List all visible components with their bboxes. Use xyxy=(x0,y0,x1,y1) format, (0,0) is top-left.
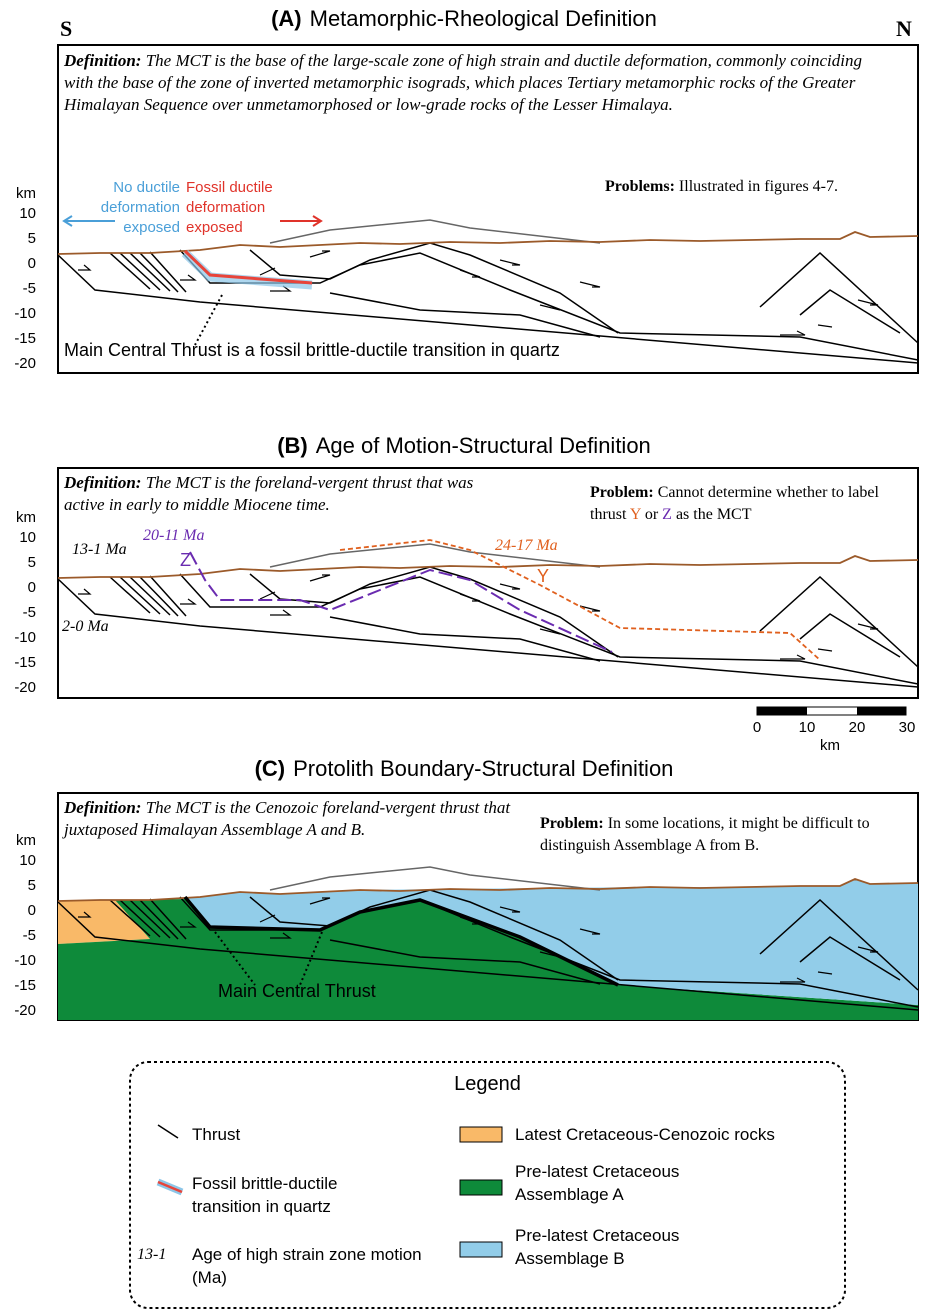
problem-z: Z xyxy=(662,506,672,523)
y-tick-label: 5 xyxy=(0,554,36,571)
panel-letter: (B) xyxy=(277,433,308,458)
panel-title: (C) Protolith Boundary-Structural Definit… xyxy=(0,756,928,782)
y-tick-label: 0 xyxy=(0,902,36,919)
legend-swatch xyxy=(460,1180,502,1195)
legend-swatch xyxy=(460,1127,502,1142)
definition-label: Definition: xyxy=(64,798,141,817)
figure: (A)Metamorphic-Rheological Definition S … xyxy=(0,0,928,1315)
panel-title: (A) Metamorphic-Rheological Definition xyxy=(0,6,928,32)
y-axis-unit: km xyxy=(0,832,36,849)
problem-label: Problems: xyxy=(605,178,675,195)
y-axis-unit: km xyxy=(0,509,36,526)
legend-label: Pre-latest Cretaceous Assemblage A xyxy=(515,1160,745,1206)
problem-text: Illustrated in figures 4-7. xyxy=(679,178,838,195)
panel-letter: (C) xyxy=(255,756,286,781)
problem-text: or xyxy=(641,506,662,523)
problem-label: Problem: xyxy=(540,815,604,832)
y-tick-label: -5 xyxy=(0,927,36,944)
y-tick-label: 10 xyxy=(0,205,36,222)
fossil-ductile: Fossil ductile deformation exposed xyxy=(186,178,286,238)
north: N xyxy=(896,16,912,42)
scale-bar xyxy=(757,707,906,715)
legend-thrust-sample xyxy=(158,1125,178,1138)
age-label: 20-11 Ma xyxy=(143,527,204,545)
scale-tick-label: 10 xyxy=(797,719,817,736)
definition: Definition: The MCT is the Cenozoic fore… xyxy=(64,797,534,841)
definition: Definition: The MCT is the foreland-verg… xyxy=(64,472,504,516)
problem: Problems: Illustrated in figures 4-7. xyxy=(605,176,915,198)
scale-tick-label: 20 xyxy=(847,719,867,736)
scale-tick-label: 0 xyxy=(747,719,767,736)
y-tick-label: -10 xyxy=(0,629,36,646)
panel-letter: (A) xyxy=(271,6,302,31)
callout: Main Central Thrust xyxy=(218,981,376,1002)
thrust-label: Z xyxy=(180,550,191,571)
legend-sample: 13-1 xyxy=(137,1246,166,1264)
y-tick-label: 10 xyxy=(0,529,36,546)
y-tick-label: 0 xyxy=(0,579,36,596)
problem-y: Y xyxy=(630,506,641,523)
y-tick-label: -5 xyxy=(0,280,36,297)
legend-label: Fossil brittle-ductile transition in qua… xyxy=(192,1172,392,1218)
panel-title: (B) Age of Motion-Structural Definition xyxy=(0,433,928,459)
y-axis-unit: km xyxy=(0,185,36,202)
y-tick-label: -20 xyxy=(0,679,36,696)
y-tick-label: -20 xyxy=(0,1002,36,1019)
legend-swatch xyxy=(460,1242,502,1257)
thrust-label: Y xyxy=(537,566,549,587)
problem-label: Problem: xyxy=(590,484,654,501)
y-tick-label: -10 xyxy=(0,305,36,322)
problem-text: as the MCT xyxy=(672,506,752,523)
legend-title: Legend xyxy=(0,1073,928,1096)
no-ductile: No ductile deformation exposed xyxy=(80,178,180,238)
definition-label: Definition: xyxy=(64,51,141,70)
definition-text: The MCT is the base of the large-scale z… xyxy=(64,51,862,114)
y-tick-label: -15 xyxy=(0,330,36,347)
title-text: Protolith Boundary-Structural Definition xyxy=(293,756,673,781)
age-label: 24-17 Ma xyxy=(495,537,558,555)
y-tick-label: -20 xyxy=(0,355,36,372)
callout: Main Central Thrust is a fossil brittle-… xyxy=(64,340,560,361)
y-tick-label: 5 xyxy=(0,230,36,247)
y-tick-label: -10 xyxy=(0,952,36,969)
legend-label: Pre-latest Cretaceous Assemblage B xyxy=(515,1224,745,1270)
definition-label: Definition: xyxy=(64,473,141,492)
problem: Problem: Cannot determine whether to lab… xyxy=(590,482,910,526)
scale-tick-label: 30 xyxy=(897,719,917,736)
legend-label: Latest Cretaceous-Cenozoic rocks xyxy=(515,1123,775,1146)
title-text: Metamorphic-Rheological Definition xyxy=(310,6,657,31)
south: S xyxy=(60,16,72,42)
y-tick-label: -5 xyxy=(0,604,36,621)
definition: Definition: The MCT is the base of the l… xyxy=(64,50,864,116)
problem: Problem: In some locations, it might be … xyxy=(540,813,915,857)
y-tick-label: -15 xyxy=(0,977,36,994)
y-tick-label: -15 xyxy=(0,654,36,671)
legend-label: Thrust xyxy=(192,1123,240,1146)
y-tick-label: 5 xyxy=(0,877,36,894)
title-text: Age of Motion-Structural Definition xyxy=(316,433,651,458)
y-tick-label: 0 xyxy=(0,255,36,272)
age-label: 2-0 Ma xyxy=(62,618,109,636)
y-tick-label: 10 xyxy=(0,852,36,869)
scale-unit: km xyxy=(820,737,840,754)
legend-label: Age of high strain zone motion (Ma) xyxy=(192,1243,422,1289)
age-label: 13-1 Ma xyxy=(72,541,127,559)
